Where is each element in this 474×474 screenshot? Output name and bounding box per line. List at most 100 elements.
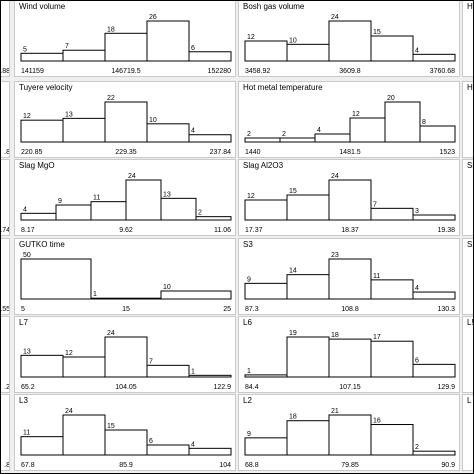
axis-mid-label: 146719.5 <box>111 68 140 75</box>
histogram-bar <box>160 197 197 221</box>
axis-max-label: 19.38 <box>437 227 455 234</box>
histogram-bar <box>20 52 64 62</box>
bar-count-label: 9 <box>247 431 251 438</box>
histogram-panel[interactable]: L7 13 12 24 7 1 65.2 104.05 122.9 <box>14 316 236 393</box>
histogram-panel[interactable]: L6 1 19 18 17 6 84.4 107.15 129.9 <box>238 316 460 393</box>
panel-title: L <box>467 396 472 405</box>
bar-count-label: 3 <box>415 208 419 215</box>
bar-count-label: 4 <box>415 285 419 292</box>
bar-count-label: 13 <box>23 348 31 355</box>
histogram-bar <box>328 179 372 221</box>
bar-count-label: 12 <box>247 193 255 200</box>
histogram-bar <box>370 424 414 456</box>
histogram-plot: 11 24 15 6 4 67.8 85.9 104 <box>20 408 232 469</box>
histogram-panel[interactable]: L3 11 24 15 6 4 67.8 85.9 104 <box>14 394 236 471</box>
bar-count-label: 12 <box>247 34 255 41</box>
histogram-panel[interactable]: Slag Al2O3 12 15 24 7 3 17.37 18.37 19.38 <box>238 159 460 236</box>
histogram-plot: 9 18 21 16 2 68.8 79.85 90.9 <box>244 408 456 469</box>
histogram-plot: 1 19 18 17 6 84.4 107.15 129.9 <box>244 330 456 391</box>
bar-count-label: 11 <box>93 195 100 202</box>
histogram-panel[interactable]: Tuyere velocity 12 13 22 10 4 220.85 229.35 237.… <box>14 81 236 158</box>
bar-count-label: 4 <box>191 128 195 135</box>
bar-count-label: 1 <box>191 368 195 375</box>
bar-count-label: 26 <box>149 14 157 21</box>
axis-max-label: 129.9 <box>437 384 455 391</box>
bar-count-label: 10 <box>289 37 297 44</box>
histogram-panel[interactable]: Wind volume 5 7 18 26 6 141159 146719.5 152280 <box>14 0 236 77</box>
panel-title: Slag MgO <box>19 161 55 170</box>
histogram-panel[interactable]: .2 <box>0 316 10 393</box>
axis-mid-label: 108.8 <box>341 306 359 313</box>
bar-count-label: 18 <box>107 26 115 33</box>
axis-mid-label: 9.62 <box>119 227 133 234</box>
histogram-panel[interactable]: .88 <box>0 0 10 77</box>
bar-count-label: 10 <box>163 284 171 291</box>
histogram-plot: 13 12 24 7 1 65.2 104.05 122.9 <box>20 330 232 391</box>
histogram-bar <box>146 123 190 143</box>
window-frame-left <box>0 0 1 474</box>
axis-min-label: 220.85 <box>21 149 43 156</box>
bar-count-label: 4 <box>23 206 27 213</box>
histogram-panel[interactable]: S3 9 14 23 11 4 87.3 108.8 130.3 <box>238 238 460 315</box>
bar-count-label: 2 <box>247 131 251 138</box>
bar-count-label: 11 <box>373 273 380 280</box>
histogram-plot: 12 15 24 7 3 17.37 18.37 19.38 <box>244 173 456 234</box>
bar-count-label: 2 <box>415 444 419 451</box>
histogram-panel[interactable]: Hot metal temperature 2 2 4 12 20 8 1440 1481.5 1… <box>238 81 460 158</box>
axis-mid-label: 15 <box>122 306 130 313</box>
axis-max-label: 25 <box>223 306 231 313</box>
panel-title: L6 <box>243 318 252 327</box>
histogram-bar <box>286 43 330 62</box>
panel-title: H <box>467 2 473 11</box>
axis-mid-label: 104.05 <box>115 384 137 391</box>
axis-min-label: 8.17 <box>21 227 35 234</box>
bar-count-label: 15 <box>107 423 115 430</box>
bar-count-label: 4 <box>191 441 195 448</box>
axis-max-label: 122.9 <box>213 384 231 391</box>
histogram-plot: 50 1 10 5 15 25 <box>20 252 232 313</box>
histogram-panel[interactable]: Slag MgO 4 9 11 24 13 2 8.17 9.62 11.06 <box>14 159 236 236</box>
histogram-panel[interactable]: L2 9 18 21 16 2 68.8 79.85 90.9 <box>238 394 460 471</box>
histogram-bar <box>244 137 281 143</box>
histogram-bar <box>20 212 57 221</box>
bar-count-label: 16 <box>373 418 381 425</box>
histogram-panel[interactable]: .74 <box>0 159 10 236</box>
histogram-bar <box>90 201 127 221</box>
histogram-panel[interactable]: .8 <box>0 394 10 471</box>
bar-count-label: 24 <box>65 408 73 415</box>
histogram-bar <box>279 137 316 143</box>
histogram-bar <box>20 436 64 456</box>
histogram-bar <box>349 117 386 143</box>
panel-title: L7 <box>19 318 28 327</box>
histogram-bar <box>104 336 148 378</box>
histogram-panel[interactable]: .55 <box>0 238 10 315</box>
histogram-bar <box>244 199 288 221</box>
axis-mid-label: 3609.8 <box>339 68 361 75</box>
histogram-plot: .74 <box>0 227 10 234</box>
axis-min-label: 68.8 <box>245 462 259 469</box>
panel-title: H <box>467 83 473 92</box>
window-frame-top <box>0 0 474 1</box>
histogram-plot: .2 <box>4 384 9 391</box>
bar-count-label: 9 <box>58 198 62 205</box>
histogram-plot: 5 7 18 26 6 141159 146719.5 152280 <box>20 14 232 75</box>
histogram-bar <box>20 119 64 143</box>
axis-max-label: .74 <box>0 227 10 234</box>
bar-count-label: 13 <box>163 191 171 198</box>
histogram-panel[interactable]: .8 <box>0 81 10 158</box>
bar-count-label: 21 <box>331 408 339 415</box>
bar-count-label: 7 <box>149 358 153 365</box>
panel-title: S3 <box>243 240 253 249</box>
histogram-panel[interactable]: GUTKO time 50 1 10 5 15 25 <box>14 238 236 315</box>
histogram-bar <box>188 447 232 456</box>
axis-min-label: 84.4 <box>245 384 259 391</box>
histogram-bar <box>146 20 190 62</box>
bar-count-label: 15 <box>289 188 297 195</box>
histogram-bar <box>412 450 456 456</box>
axis-max-label: 237.84 <box>210 149 232 156</box>
axis-min-label: 3458.92 <box>245 68 270 75</box>
histogram-bar <box>90 297 162 300</box>
axis-mid-label: 18.37 <box>341 227 359 234</box>
histogram-panel[interactable]: Bosh gas volume 12 10 24 15 4 3458.92 3609.8 376… <box>238 0 460 77</box>
